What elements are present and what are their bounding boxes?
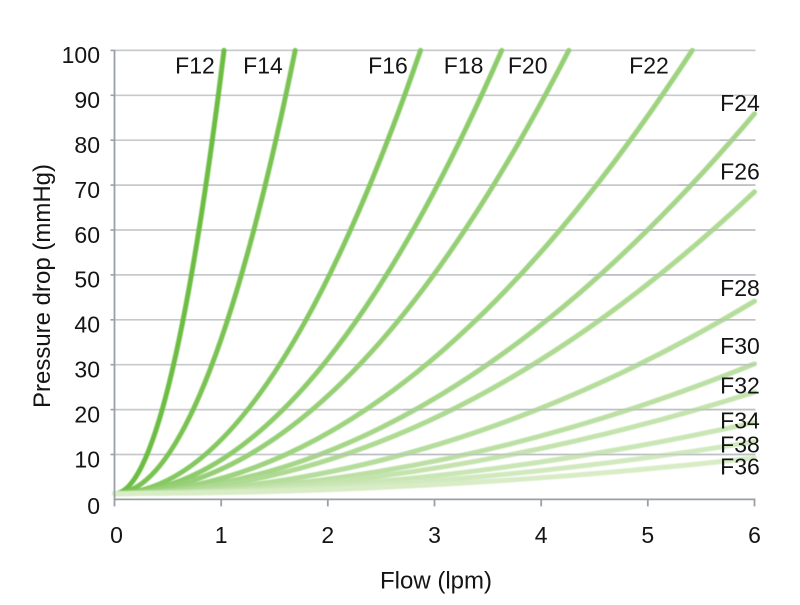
svg-text:1: 1	[215, 522, 228, 548]
svg-text:0: 0	[87, 493, 100, 519]
svg-text:50: 50	[74, 267, 100, 293]
svg-text:F34: F34	[720, 408, 760, 434]
svg-text:Pressure drop (mmHg): Pressure drop (mmHg)	[29, 164, 56, 408]
svg-text:F28: F28	[720, 275, 760, 301]
svg-text:F12: F12	[175, 53, 215, 79]
svg-text:70: 70	[74, 177, 100, 203]
svg-text:30: 30	[74, 357, 100, 383]
svg-text:F36: F36	[720, 453, 760, 479]
svg-text:F18: F18	[444, 53, 484, 79]
svg-text:F38: F38	[720, 431, 760, 457]
svg-text:3: 3	[428, 522, 441, 548]
svg-text:90: 90	[74, 87, 100, 113]
svg-text:80: 80	[74, 132, 100, 158]
svg-text:F26: F26	[720, 159, 760, 185]
svg-text:F32: F32	[720, 373, 760, 399]
svg-text:F16: F16	[368, 53, 408, 79]
svg-text:F24: F24	[720, 90, 760, 116]
svg-text:20: 20	[74, 401, 100, 427]
svg-text:5: 5	[641, 522, 654, 548]
svg-text:0: 0	[110, 522, 123, 548]
svg-text:6: 6	[748, 522, 761, 548]
svg-text:F20: F20	[508, 53, 548, 79]
svg-text:F30: F30	[720, 333, 760, 359]
svg-text:60: 60	[74, 222, 100, 248]
svg-text:2: 2	[321, 522, 334, 548]
svg-text:100: 100	[62, 42, 100, 68]
svg-text:F22: F22	[629, 53, 669, 79]
svg-text:Flow (lpm): Flow (lpm)	[380, 568, 492, 595]
svg-text:10: 10	[74, 446, 100, 472]
svg-text:F14: F14	[243, 53, 283, 79]
svg-text:4: 4	[535, 522, 548, 548]
svg-text:40: 40	[74, 312, 100, 338]
